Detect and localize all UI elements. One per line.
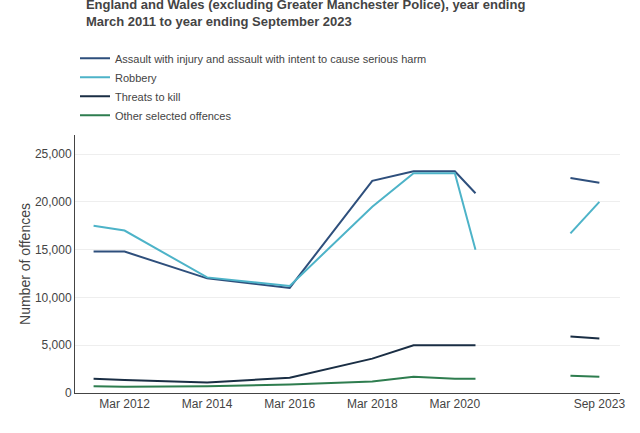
svg-text:5,000: 5,000 bbox=[42, 338, 72, 352]
svg-text:Mar 2012: Mar 2012 bbox=[99, 397, 150, 411]
svg-text:25,000: 25,000 bbox=[35, 147, 72, 161]
svg-text:Mar 2018: Mar 2018 bbox=[347, 397, 398, 411]
svg-text:0: 0 bbox=[65, 386, 72, 400]
svg-text:Sep 2023: Sep 2023 bbox=[574, 397, 626, 411]
svg-text:Robbery: Robbery bbox=[115, 72, 157, 84]
svg-text:Number of offences: Number of offences bbox=[17, 203, 33, 325]
svg-text:Assault with injury and assaul: Assault with injury and assault with int… bbox=[115, 53, 426, 65]
svg-text:Mar 2016: Mar 2016 bbox=[264, 397, 315, 411]
svg-text:20,000: 20,000 bbox=[35, 195, 72, 209]
svg-text:Threats to kill: Threats to kill bbox=[115, 91, 180, 103]
svg-text:Other selected offences: Other selected offences bbox=[115, 110, 231, 122]
svg-text:15,000: 15,000 bbox=[35, 243, 72, 257]
svg-text:10,000: 10,000 bbox=[35, 291, 72, 305]
svg-text:Mar 2020: Mar 2020 bbox=[429, 397, 480, 411]
svg-text:Mar 2014: Mar 2014 bbox=[182, 397, 233, 411]
svg-text:England and Wales (excluding G: England and Wales (excluding Greater Man… bbox=[86, 0, 526, 29]
